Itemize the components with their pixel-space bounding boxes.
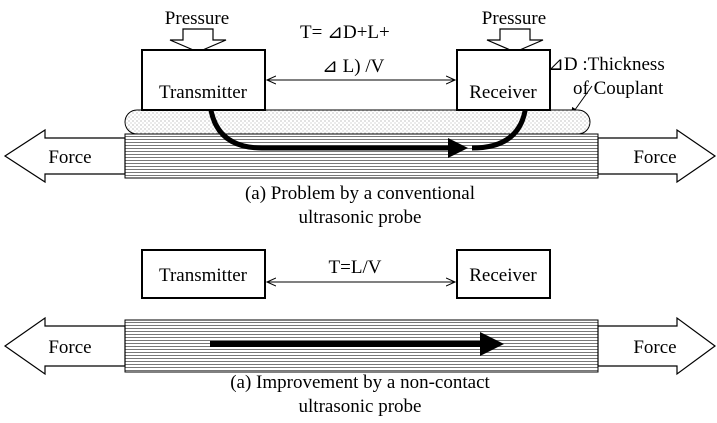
pressure-label: Pressure (165, 8, 229, 29)
force-arrow (597, 316, 717, 376)
receiver-label: Receiver (469, 265, 537, 286)
receiver-box (456, 49, 551, 111)
formula: ⊿ L) /V (322, 56, 385, 77)
top-panel: Pressure Pressure T= ⊿D+L+ ⊿ L) /V ⊿D :T… (3, 8, 717, 228)
caption: (a) Problem by a conventional (245, 183, 475, 204)
transmitter-label: Transmitter (159, 82, 248, 103)
caption: ultrasonic probe (299, 396, 422, 417)
pressure-arrow (486, 28, 544, 53)
force-label: Force (48, 147, 91, 168)
formula: T= ⊿D+L+ (300, 22, 390, 43)
specimen (124, 133, 599, 179)
note: ⊿D :Thickness (548, 54, 665, 75)
force-arrow (3, 128, 126, 184)
wave-path (207, 103, 468, 158)
force-label: Force (633, 147, 676, 168)
wave-path (471, 103, 529, 151)
force-label: Force (633, 337, 676, 358)
transmitter-label: Transmitter (159, 265, 248, 286)
formula: T=L/V (329, 257, 382, 278)
force-arrow (597, 128, 717, 184)
note-arrow (570, 85, 593, 116)
receiver-label: Receiver (469, 82, 537, 103)
pressure-arrow (169, 28, 227, 53)
note: of Couplant (573, 78, 664, 99)
caption: ultrasonic probe (299, 207, 422, 228)
force-label: Force (48, 337, 91, 358)
bottom-panel: Transmitter Receiver T=L/V Force Force (… (3, 249, 717, 417)
force-arrow (3, 316, 126, 376)
caption: (a) Improvement by a non-contact (230, 372, 490, 393)
transmitter-box (141, 249, 266, 299)
receiver-box (456, 249, 551, 299)
pressure-label: Pressure (482, 8, 546, 29)
transmitter-box (141, 49, 266, 111)
